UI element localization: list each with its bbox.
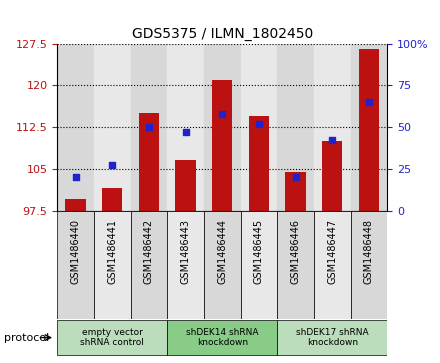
Text: GSM1486444: GSM1486444: [217, 219, 227, 284]
Bar: [351, 211, 387, 319]
Bar: [57, 320, 167, 355]
Text: GSM1486442: GSM1486442: [144, 219, 154, 284]
Bar: [66, 199, 86, 211]
Point: [365, 99, 372, 105]
Bar: [94, 211, 131, 319]
Bar: [139, 113, 159, 211]
Bar: [314, 44, 351, 211]
Point: [329, 138, 336, 143]
Text: GSM1486441: GSM1486441: [107, 219, 117, 284]
Bar: [359, 49, 379, 211]
Bar: [277, 320, 387, 355]
Bar: [57, 44, 94, 211]
Bar: [131, 44, 167, 211]
Bar: [322, 141, 342, 211]
Text: GSM1486446: GSM1486446: [290, 219, 301, 284]
Bar: [212, 80, 232, 211]
Bar: [286, 172, 306, 211]
Text: GSM1486447: GSM1486447: [327, 219, 337, 284]
Text: GSM1486445: GSM1486445: [254, 219, 264, 284]
Bar: [57, 211, 94, 319]
Point: [292, 174, 299, 180]
Bar: [241, 211, 277, 319]
Text: empty vector
shRNA control: empty vector shRNA control: [80, 328, 144, 347]
Bar: [277, 211, 314, 319]
Point: [72, 174, 79, 180]
Bar: [131, 211, 167, 319]
Point: [219, 111, 226, 117]
Bar: [176, 160, 196, 211]
Bar: [241, 44, 277, 211]
Text: GSM1486448: GSM1486448: [364, 219, 374, 284]
Text: shDEK17 shRNA
knockdown: shDEK17 shRNA knockdown: [296, 328, 369, 347]
Bar: [167, 320, 277, 355]
Bar: [249, 116, 269, 211]
Point: [182, 129, 189, 135]
Title: GDS5375 / ILMN_1802450: GDS5375 / ILMN_1802450: [132, 27, 313, 41]
Bar: [351, 44, 387, 211]
Bar: [204, 211, 241, 319]
Text: shDEK14 shRNA
knockdown: shDEK14 shRNA knockdown: [186, 328, 258, 347]
Text: protocol: protocol: [4, 333, 50, 343]
Bar: [314, 211, 351, 319]
Point: [145, 124, 152, 130]
Text: GSM1486443: GSM1486443: [180, 219, 191, 284]
Bar: [277, 44, 314, 211]
Text: GSM1486440: GSM1486440: [70, 219, 81, 284]
Bar: [94, 44, 131, 211]
Bar: [102, 188, 122, 211]
Bar: [204, 44, 241, 211]
Point: [109, 163, 116, 168]
Point: [255, 121, 262, 127]
Bar: [167, 211, 204, 319]
Bar: [167, 44, 204, 211]
